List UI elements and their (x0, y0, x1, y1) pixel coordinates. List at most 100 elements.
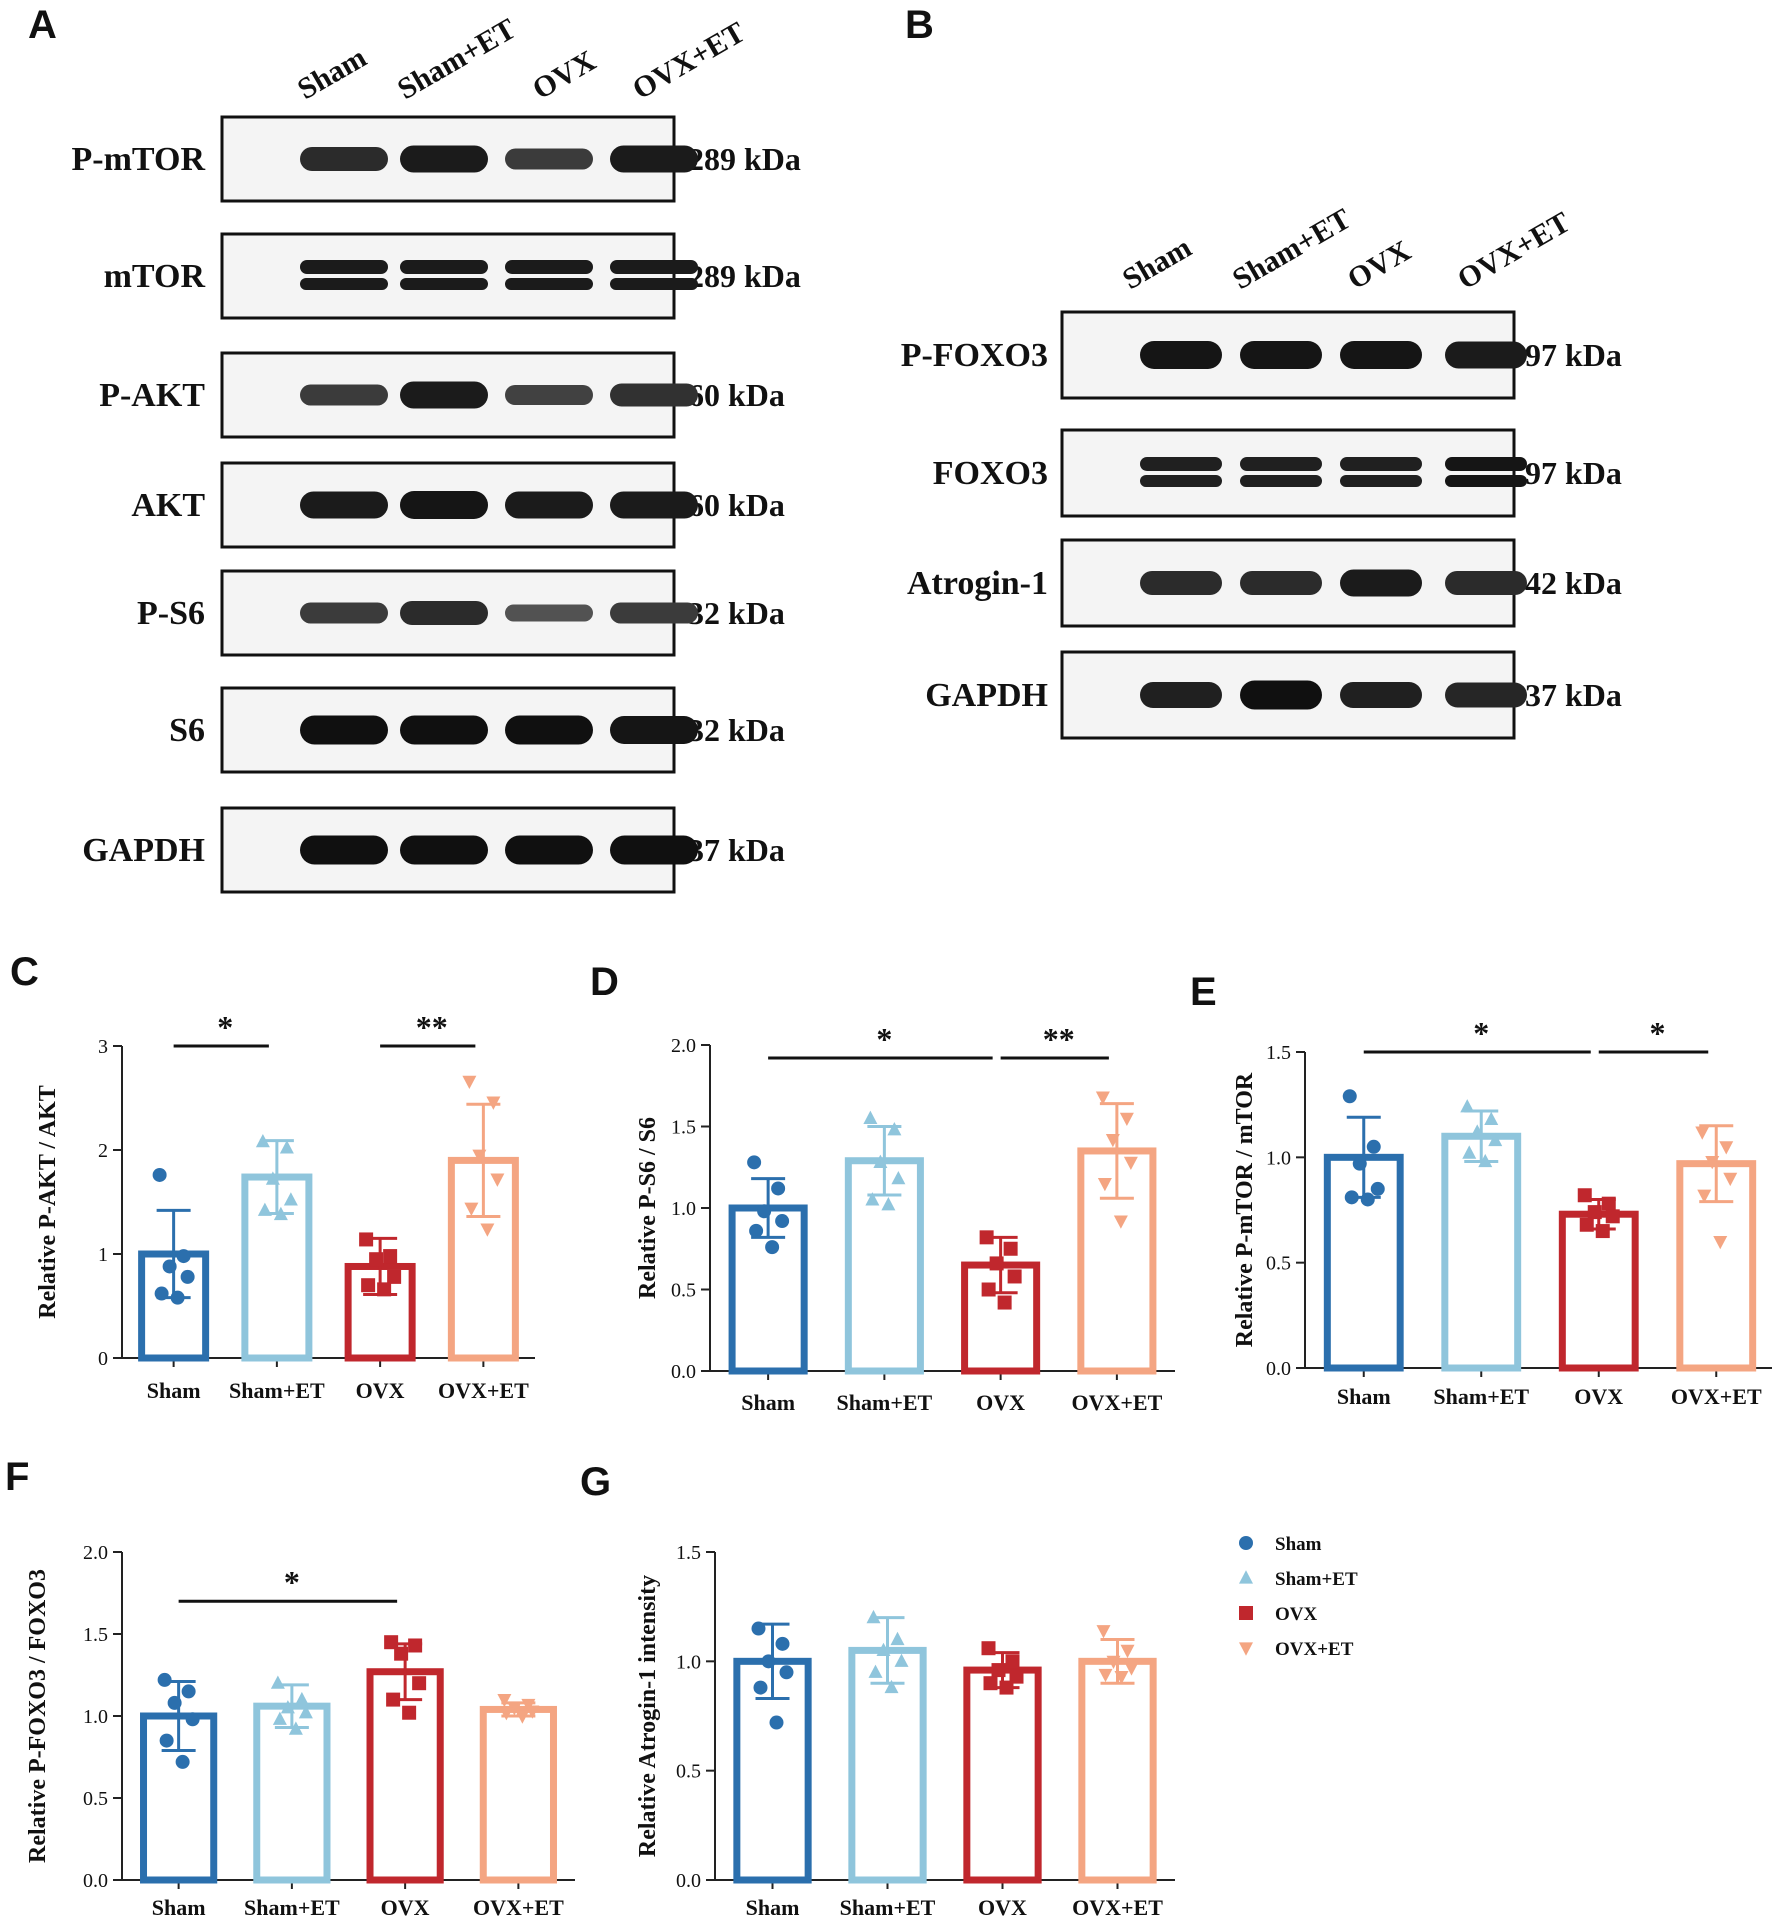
data-point (273, 1206, 288, 1221)
data-point (180, 1269, 195, 1284)
data-point (402, 1705, 417, 1720)
data-point (480, 1223, 495, 1237)
data-point (765, 1240, 780, 1255)
y-tick-label: 3 (98, 1036, 108, 1058)
data-point (412, 1676, 427, 1691)
data-point (1095, 1091, 1110, 1105)
blot-lane-label: OVX+ET (627, 16, 751, 106)
x-tick-label: OVX (1574, 1384, 1623, 1409)
data-point (775, 1636, 790, 1651)
data-point (270, 1675, 285, 1689)
blot-band (505, 835, 593, 865)
blot-band (300, 602, 388, 624)
y-tick-label: 0.5 (1266, 1253, 1291, 1275)
data-point (1695, 1126, 1710, 1140)
data-point (1470, 1124, 1485, 1138)
blot-protein-label: AKT (131, 487, 205, 524)
legend-marker-ovx (1239, 1606, 1253, 1620)
blot-lane-label: OVX (527, 44, 602, 106)
blot-band (400, 260, 488, 274)
blot-band (610, 145, 698, 173)
data-point (1719, 1141, 1734, 1155)
blot-band (1140, 341, 1222, 369)
blot-lane-label: Sham (292, 41, 372, 106)
panel-letter-f: F (5, 1455, 29, 1499)
significance-label: ** (416, 1009, 448, 1045)
data-point (257, 1202, 272, 1216)
data-point (377, 1282, 392, 1297)
blot-band (505, 604, 593, 622)
blot-band (1445, 682, 1527, 708)
y-tick-label: 1.5 (1266, 1042, 1291, 1064)
blot-band (1140, 571, 1222, 595)
data-point (1370, 1181, 1385, 1196)
blot-frame (220, 232, 676, 320)
data-point (361, 1278, 376, 1293)
data-point (1009, 1669, 1024, 1684)
data-point (1119, 1112, 1134, 1127)
x-tick-label: OVX (356, 1378, 405, 1403)
bar-ovx (366, 1668, 444, 1884)
significance-label: * (1473, 1015, 1489, 1051)
blot-protein-label: P-AKT (99, 377, 205, 414)
blot-band (400, 835, 488, 865)
data-point (497, 1694, 512, 1708)
blot-protein-label: P-FOXO3 (901, 337, 1048, 374)
y-tick-label: 0 (98, 1348, 108, 1370)
panel-letter-g: G (580, 1460, 611, 1504)
legend-label: Sham (1275, 1534, 1322, 1555)
data-point (386, 1692, 401, 1707)
x-tick-label: Sham+ET (837, 1390, 933, 1415)
blot-band (300, 835, 388, 865)
data-point (1344, 1190, 1359, 1205)
data-point (979, 1230, 994, 1245)
data-point (881, 1197, 896, 1211)
data-point (288, 1721, 303, 1735)
x-tick-label: Sham (746, 1895, 800, 1920)
blot-frame (1060, 428, 1516, 518)
data-point (490, 1173, 505, 1187)
blot-size-label: 97 kDa (1525, 455, 1622, 491)
significance-label: * (1650, 1015, 1666, 1051)
data-point (1106, 1655, 1121, 1670)
y-axis-label: Relative Atrogin-1 intensity (635, 1575, 661, 1857)
data-point (162, 1259, 177, 1274)
data-point (1577, 1188, 1592, 1203)
blot-lane-label: OVX+ET (1452, 206, 1576, 296)
data-point (185, 1712, 200, 1727)
panel-letter-e: E (1190, 970, 1217, 1014)
y-axis-label: Relative P-FOXO3 / FOXO3 (25, 1569, 51, 1863)
data-point (383, 1249, 398, 1264)
data-point (1462, 1145, 1477, 1159)
blot-band (1140, 682, 1222, 708)
blot-band (1445, 571, 1527, 595)
blot-band (505, 278, 593, 290)
x-tick-label: Sham+ET (1433, 1384, 1529, 1409)
data-point (868, 1664, 883, 1678)
blot-size-label: 42 kDa (1525, 565, 1622, 601)
data-point (1587, 1205, 1602, 1220)
y-tick-label: 1.5 (671, 1117, 696, 1139)
legend-marker-sham-plus-et (1239, 1570, 1253, 1584)
blot-band (1140, 475, 1222, 487)
data-point (279, 1140, 294, 1154)
data-point (873, 1154, 888, 1168)
data-point (779, 1665, 794, 1680)
legend-marker-sham (1239, 1536, 1253, 1550)
data-point (1360, 1192, 1375, 1207)
data-point (747, 1155, 762, 1170)
data-point (1705, 1155, 1720, 1170)
data-point (753, 1680, 768, 1695)
data-point (757, 1204, 772, 1219)
blot-band (1240, 571, 1322, 595)
data-point (1098, 1668, 1113, 1683)
data-point (1120, 1644, 1135, 1659)
data-point (1097, 1177, 1112, 1192)
blot-protein-label: S6 (169, 712, 205, 749)
blot-band (610, 602, 698, 624)
blot-band (400, 715, 488, 745)
blot-protein-label: GAPDH (82, 832, 205, 869)
data-point (771, 1181, 786, 1196)
y-axis-label: Relative P-AKT / AKT (35, 1085, 61, 1319)
x-tick-label: Sham+ET (244, 1895, 340, 1920)
